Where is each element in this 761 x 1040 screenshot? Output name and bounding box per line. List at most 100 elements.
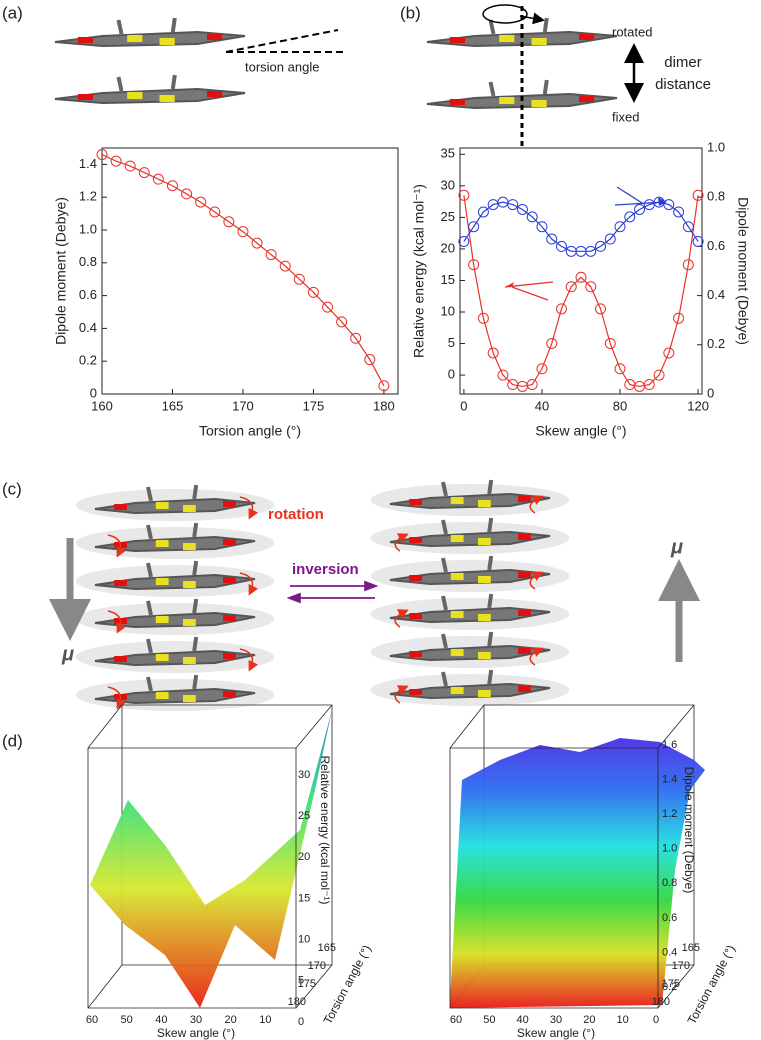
annotation: torsion angle [245, 59, 319, 74]
rotation-arrow [529, 647, 544, 666]
z-tick-label: 1.4 [662, 773, 677, 785]
molecule-atom [183, 695, 196, 702]
data-point [336, 316, 348, 328]
plot-frame [101, 147, 399, 395]
data-point [223, 216, 235, 228]
z-tick-label: 0.6 [662, 912, 677, 924]
data-point [604, 233, 616, 245]
rotation-arrow [519, 12, 545, 25]
y-axis-label: Relative energy (kcal mol⁻¹) [411, 184, 427, 358]
panel-label: (c) [2, 479, 22, 498]
molecule-atom [450, 573, 464, 580]
data-point [604, 338, 616, 350]
y-axis-label: Dipole moment (Debye) [53, 197, 69, 345]
data-point [682, 221, 694, 233]
rotation-arrow [394, 685, 409, 704]
molecule-atom [450, 535, 464, 542]
molecule-atom [409, 651, 422, 657]
x-axis-label: Skew angle (°) [517, 1026, 595, 1040]
molecule-atom [114, 504, 127, 510]
molecule-backbone [389, 606, 551, 624]
molecule-backbone [426, 30, 618, 48]
y-tick-label: 175 [662, 978, 680, 990]
y-tick-label: 1.4 [79, 156, 97, 171]
z-tick-label: 5 [298, 975, 304, 987]
molecule-atom [449, 99, 465, 105]
series-pointer [505, 282, 514, 287]
rotation-arrow [394, 609, 409, 628]
z-tick-label: 15 [298, 892, 310, 904]
molecule-atom [183, 581, 196, 588]
x-axis-label: Skew angle (°) [157, 1026, 235, 1040]
series-line [463, 201, 699, 252]
data-point [673, 312, 685, 324]
panel-label: (b) [400, 3, 421, 22]
y-tick-label: 10 [441, 303, 455, 318]
data-point [364, 354, 376, 366]
molecule-atom [223, 539, 236, 545]
molecule-backbone [389, 568, 551, 586]
z-tick-label: 0 [298, 1016, 304, 1028]
z-axis-label: Relative energy (kcal mol⁻¹) [318, 755, 332, 904]
molecule-atom [155, 502, 169, 509]
data-point [458, 189, 470, 201]
x-axis-label: Torsion angle (°) [199, 423, 301, 439]
z-tick-label: 20 [298, 851, 310, 863]
molecule-atom [409, 613, 422, 619]
molecule-atom [518, 686, 531, 692]
molecule-atom [114, 656, 127, 662]
molecule-backbone [389, 530, 551, 548]
molecule-atom [450, 497, 464, 504]
y-tick-label: 0 [90, 385, 97, 400]
surface-plot-right [449, 704, 705, 1009]
data-point [477, 206, 489, 218]
data-point [653, 369, 665, 381]
rotation-arrow [107, 610, 127, 634]
z-axis-label: Dipole moment (Debye) [682, 767, 696, 894]
molecule-backbone [94, 611, 256, 629]
molecule-atom [183, 657, 196, 664]
rotation-arrow [239, 496, 259, 520]
annotation: inversion [292, 561, 359, 578]
data-point [458, 235, 470, 247]
molecule-backbone [94, 649, 256, 667]
molecule-branch [146, 598, 199, 616]
y2-tick-label: 0.8 [707, 189, 725, 204]
molecule-branch [441, 479, 494, 497]
series-pointer [504, 281, 554, 301]
y-tick-label: 35 [441, 146, 455, 161]
annotation: rotation [268, 506, 324, 523]
dipole-surface [450, 738, 705, 1008]
molecule-atom [450, 649, 464, 656]
rotation-arrow [394, 533, 409, 552]
y-tick-label: 165 [318, 942, 336, 954]
x-tick-label: 165 [162, 398, 184, 413]
molecule-atom [478, 576, 491, 583]
data-point [350, 332, 362, 344]
energy-surface [90, 710, 332, 1008]
series-line [463, 195, 699, 388]
molecule-branch [441, 517, 494, 535]
z-tick-label: 25 [298, 810, 310, 822]
plot-frame [459, 147, 703, 395]
molecule-atom [155, 654, 169, 661]
data-point [468, 259, 480, 271]
dipole-symbol: μ [670, 536, 683, 558]
plot-box [449, 704, 695, 1009]
molecule-atom [409, 499, 422, 505]
y-tick-label: 170 [308, 960, 326, 972]
y2-tick-label: 0.4 [707, 287, 725, 302]
z-tick-label: 1.0 [662, 843, 677, 855]
data-point [209, 206, 221, 218]
molecule-atom [579, 34, 595, 40]
data-point [307, 286, 319, 298]
molecule-atom [499, 97, 515, 104]
panel-label: (d) [2, 731, 23, 750]
molecule-backbone [94, 573, 256, 591]
molecule-branch [146, 560, 199, 578]
data-point [595, 303, 607, 315]
y-tick-label: 0.4 [79, 320, 97, 335]
rotation-arrow [529, 571, 544, 590]
data-point [507, 199, 519, 211]
molecule-atom [159, 95, 175, 102]
